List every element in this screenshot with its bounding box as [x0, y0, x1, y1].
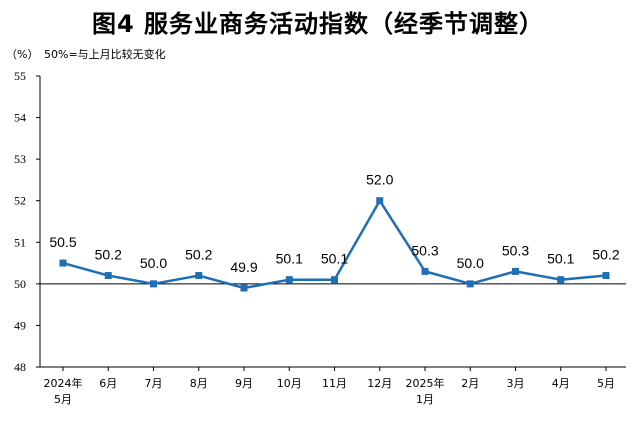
x-axis-ticks: 2024年 5月 6月 7月 8月 9月 10月 11月 12月 2025年 1月 2月 3月 4月 5月 [44, 367, 615, 406]
data-label: 52.0 [366, 172, 393, 188]
data-label: 50.1 [321, 251, 348, 267]
x-tick-label: 9月 [235, 377, 253, 390]
data-label: 50.2 [185, 247, 212, 263]
y-tick-label: 51 [14, 235, 26, 249]
data-point-marker [376, 197, 384, 205]
x-tick-label: 10月 [277, 377, 302, 390]
x-tick-label: 2024年 5月 [44, 376, 83, 406]
y-tick-label: 55 [14, 69, 26, 83]
x-tick-label: 11月 [322, 377, 347, 390]
y-tick-label: 54 [14, 111, 26, 125]
data-label: 50.0 [457, 255, 484, 271]
data-labels: 50.5 50.2 50.0 50.2 49.9 50.1 50.1 52.0 50.3 50.0… [49, 172, 619, 275]
data-point-marker [602, 272, 610, 280]
data-label: 50.3 [411, 242, 438, 258]
data-point-marker [557, 276, 565, 284]
data-point-marker [240, 284, 248, 292]
chart-note: 50%=与上月比较无变化 [44, 48, 166, 61]
axes [39, 76, 626, 368]
data-point-marker [150, 280, 157, 288]
data-point-marker [59, 259, 67, 267]
data-point-marker [195, 272, 203, 280]
y-tick-label: 52 [14, 194, 26, 208]
data-point-marker [421, 267, 429, 275]
x-tick-label: 12月 [367, 377, 392, 390]
chart-title: 图4 服务业商务活动指数（经季节调整） [91, 10, 545, 38]
x-tick-label: 6月 [99, 377, 117, 390]
x-tick-label: 7月 [145, 377, 163, 390]
data-point-marker [104, 272, 112, 280]
data-label: 50.0 [140, 255, 167, 271]
y-tick-label: 53 [14, 152, 26, 166]
x-tick-label: 2月 [461, 377, 479, 390]
x-tick-label: 8月 [190, 377, 208, 390]
x-tick-label: 3月 [507, 377, 525, 390]
x-tick-label: 5月 [597, 377, 615, 390]
data-point-marker [285, 276, 293, 284]
data-label: 50.1 [547, 251, 574, 267]
y-tick-label: 50 [14, 277, 26, 291]
series-line-group [59, 197, 610, 292]
data-label: 50.5 [49, 234, 76, 250]
y-axis-ticks: 48 49 50 51 52 53 54 55 [14, 69, 40, 374]
x-tick-label: 4月 [552, 377, 570, 390]
data-label: 50.1 [276, 251, 303, 267]
data-label: 49.9 [230, 259, 257, 275]
x-tick-label: 2025年 1月 [406, 376, 445, 406]
y-tick-label: 49 [14, 318, 26, 332]
data-label: 50.3 [502, 242, 529, 258]
data-point-marker [512, 267, 519, 275]
y-axis-unit: （%） [6, 48, 39, 61]
data-point-marker [331, 276, 338, 284]
data-point-marker [466, 280, 474, 288]
data-label: 50.2 [592, 247, 619, 263]
y-tick-label: 48 [14, 360, 26, 374]
data-label: 50.2 [95, 247, 122, 263]
